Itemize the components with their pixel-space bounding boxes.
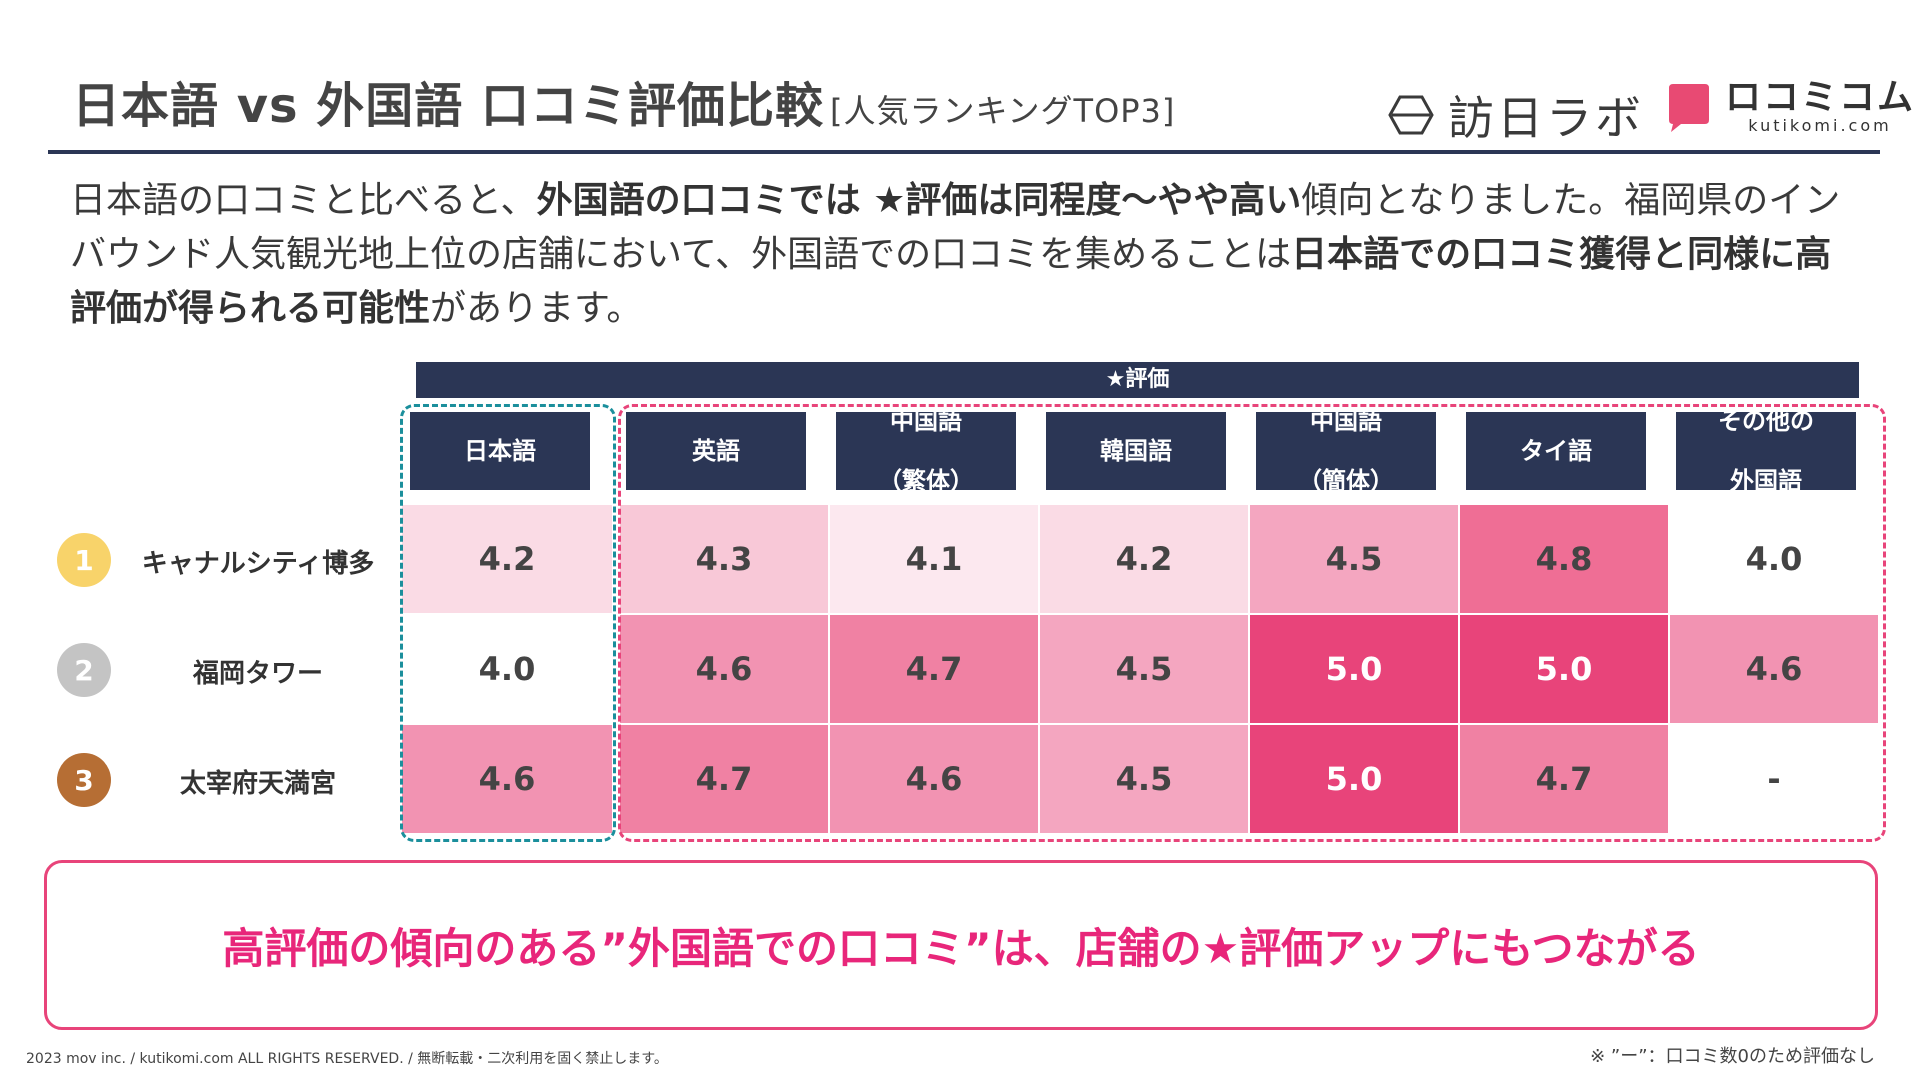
kutikomi-logo: ロコミコム kutikomi.com [1665, 80, 1915, 135]
column-header: 韓国語 [1046, 412, 1226, 490]
speech-bubble-logo-icon [1669, 83, 1709, 132]
kutikomi-name: ロコミコム [1725, 77, 1916, 118]
title-subtitle: [人気ランキングTOP3] [830, 92, 1176, 130]
rating-cell: 4.7 [830, 615, 1040, 725]
houjitsu-lab-text: 訪日ラボ [1448, 91, 1644, 145]
rating-cell: - [1670, 725, 1880, 835]
column-header: 英語 [626, 412, 806, 490]
intro-text-2: 傾向となりました。福岡県のインバウンド人気観光地上位の店舗において、外国語での口… [70, 180, 1841, 275]
spot-name: キャナルシティ博多 [141, 549, 375, 579]
conclusion-callout: 高評価の傾向のある”外国語での口コミ”は、店舗の★評価アップにもつながる [44, 860, 1878, 1030]
hexagon-logo-icon [1388, 95, 1434, 135]
column-header: 日本語 [410, 412, 590, 490]
spot-name: 太宰府天満宮 [179, 769, 336, 799]
spot-name: 福岡タワー [192, 659, 323, 689]
rating-cell: 4.5 [1040, 615, 1250, 725]
copyright-footer: 2023 mov inc. / kutikomi.com ALL RIGHTS … [26, 1051, 668, 1067]
intro-bold-1: 外国語の口コミでは ★評価は同程度〜やや高い [536, 180, 1302, 221]
rank-badge: 3 [57, 753, 111, 807]
rating-cell: 4.6 [830, 725, 1040, 835]
intro-text-3: があります。 [430, 288, 643, 329]
rating-cell: 4.6 [620, 615, 830, 725]
rating-cell: 4.5 [1250, 505, 1460, 615]
rating-cell: 4.8 [1460, 505, 1670, 615]
foreign-highlight-frame [618, 404, 1886, 842]
rank-badge: 1 [57, 533, 111, 587]
intro-paragraph: 日本語の口コミと比べると、外国語の口コミでは ★評価は同程度〜やや高い傾向となり… [70, 174, 1860, 336]
rating-cell: 4.0 [1670, 505, 1880, 615]
rating-cell: 4.1 [830, 505, 1040, 615]
rating-cell: 5.0 [1250, 615, 1460, 725]
column-header: 中国語 （簡体） [1256, 407, 1436, 495]
rating-cell: 4.5 [1040, 725, 1250, 835]
rating-cell: 5.0 [1460, 615, 1670, 725]
japanese-highlight-frame [400, 404, 616, 842]
rating-cell: 4.6 [1670, 615, 1880, 725]
rating-cell: 4.7 [1460, 725, 1670, 835]
rating-cell: 4.2 [1040, 505, 1250, 615]
kutikomi-domain: kutikomi.com [1748, 116, 1892, 135]
footnote: ※ ”ー”：口コミ数0のため評価なし [1590, 1046, 1875, 1067]
page-title: 日本語 vs 外国語 口コミ評価比較 [人気ランキングTOP3] [72, 66, 1175, 136]
houjitsu-lab-logo: 訪日ラボ [1388, 82, 1644, 148]
column-header: 中国語 （繁体） [836, 407, 1016, 495]
intro-bold-2: 日本語での口コミ獲得と同様に高評価が得られる可能性 [70, 234, 1832, 329]
column-header: タイ語 [1466, 412, 1646, 490]
rank-badge: 2 [57, 643, 111, 697]
rating-cell: 5.0 [1250, 725, 1460, 835]
title-main: 日本語 vs 外国語 口コミ評価比較 [72, 78, 824, 134]
column-header: その他の 外国語 [1676, 407, 1856, 495]
rating-banner: ★評価 [416, 362, 1859, 398]
rating-cell: 4.3 [620, 505, 830, 615]
rating-cell: 4.7 [620, 725, 830, 835]
rating-cell: 4.0 [402, 615, 614, 725]
header-divider [48, 150, 1880, 154]
intro-text-1: 日本語の口コミと比べると、 [70, 180, 537, 221]
